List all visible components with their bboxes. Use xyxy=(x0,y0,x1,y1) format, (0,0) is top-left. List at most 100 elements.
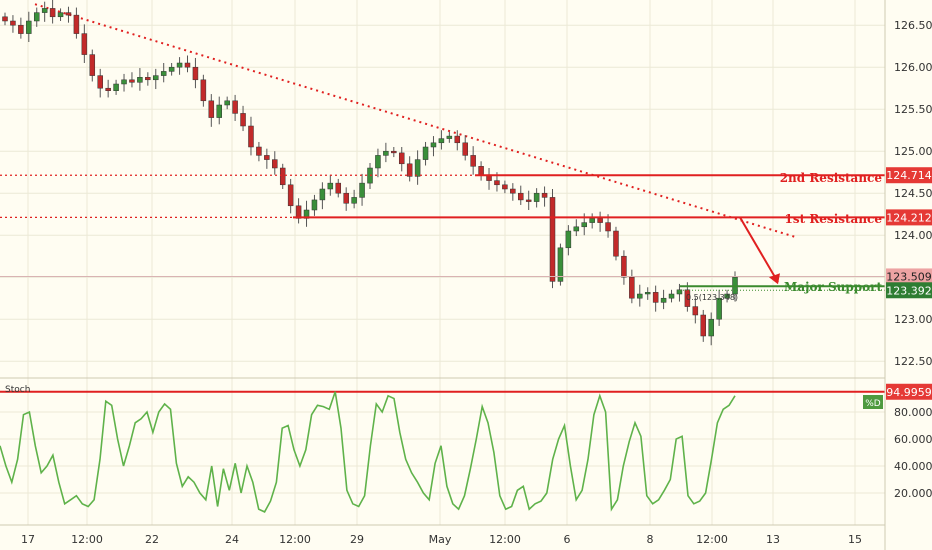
candle-body xyxy=(200,79,207,102)
candle-body xyxy=(121,79,127,85)
candle-body xyxy=(343,192,349,204)
label-major-support: Major Support xyxy=(784,280,882,294)
x-tick-label: 8 xyxy=(647,533,654,546)
price-tick-label: 126.000 xyxy=(894,61,932,74)
price-tag-label: 123.392 xyxy=(886,284,932,297)
x-tick-label: 12:00 xyxy=(489,533,521,546)
candle-body xyxy=(684,289,691,307)
candle-body xyxy=(573,226,580,232)
candle-body xyxy=(676,289,683,295)
candle-body xyxy=(700,314,707,337)
candle-body xyxy=(160,71,167,76)
stoch-title: Stoch xyxy=(5,385,30,395)
price-tick-label: 125.000 xyxy=(894,145,932,158)
candle-body xyxy=(232,100,238,114)
x-tick-label: 15 xyxy=(848,533,862,546)
candle-body xyxy=(145,77,151,81)
candle-body xyxy=(462,142,468,156)
candle-body xyxy=(637,293,643,299)
candle-body xyxy=(398,152,405,165)
x-tick-label: 29 xyxy=(350,533,364,546)
price-tick-label: 124.000 xyxy=(894,229,932,242)
candle-body xyxy=(430,142,437,148)
x-tick-label: 12:00 xyxy=(279,533,311,546)
candle-body xyxy=(652,292,659,303)
candle-body xyxy=(224,100,230,106)
candle-body xyxy=(470,155,476,167)
candle-body xyxy=(525,199,532,202)
candle-body xyxy=(319,188,326,201)
candle-body xyxy=(153,75,159,81)
candle-body xyxy=(613,230,619,257)
candle-body xyxy=(176,62,183,68)
candle-body xyxy=(240,113,246,127)
candle-body xyxy=(541,192,548,198)
candle-body xyxy=(391,150,397,154)
candle-body xyxy=(303,209,310,219)
candle-body xyxy=(383,150,389,156)
candle-body xyxy=(414,159,421,177)
candle-body xyxy=(660,297,667,303)
candle-body xyxy=(264,155,270,160)
candle-body xyxy=(113,83,119,91)
stoch-tick-label: 80.0000 xyxy=(894,406,932,419)
candle-body xyxy=(184,62,191,68)
candle-body xyxy=(216,104,222,118)
stoch-legend-label: %D xyxy=(865,399,881,409)
candle-body xyxy=(557,247,564,282)
price-tag-box xyxy=(886,268,932,285)
candle-body xyxy=(18,24,24,34)
candle-body xyxy=(192,66,199,81)
projection-arrow-head xyxy=(769,273,780,285)
price-tick-label: 124.500 xyxy=(894,187,932,200)
candle-body xyxy=(89,54,96,76)
stoch-tag-box xyxy=(886,383,932,400)
price-tag-label: 124.212 xyxy=(886,211,932,224)
price-tag-box xyxy=(886,209,932,226)
candle-body xyxy=(422,146,429,160)
candle-body xyxy=(438,138,445,144)
candle-body xyxy=(129,79,135,83)
candle-body xyxy=(589,218,595,223)
candle-body xyxy=(478,166,484,175)
stoch-line xyxy=(0,391,736,513)
candle-body xyxy=(33,12,40,22)
price-tag-label: 123.509 xyxy=(886,270,932,283)
candle-body xyxy=(10,20,16,26)
candle-body xyxy=(494,180,500,186)
price-tick-label: 126.500 xyxy=(894,19,932,32)
trend-layer xyxy=(34,3,796,238)
x-tick-label: 13 xyxy=(766,533,780,546)
candle-body xyxy=(272,159,278,169)
candle-body xyxy=(597,218,603,223)
candle-body xyxy=(295,205,302,219)
price-tag-box xyxy=(886,282,932,299)
candle-body xyxy=(533,192,540,202)
stoch-tick-label: 60.0000 xyxy=(894,433,932,446)
candle-layer xyxy=(2,0,738,346)
candle-body xyxy=(41,8,48,13)
projection-arrow-line xyxy=(739,216,779,283)
candle-body xyxy=(2,16,8,22)
label-2nd-resistance: 2nd Resistance xyxy=(780,171,883,185)
label-fib-level: 0.5(123.348) xyxy=(686,293,738,302)
candle-body xyxy=(629,276,635,299)
candle-body xyxy=(335,182,342,194)
candle-body xyxy=(668,293,675,299)
stoch-tick-label: 40.0000 xyxy=(894,460,932,473)
candle-body xyxy=(49,8,56,18)
stoch-tag-label: 94.9959 xyxy=(886,386,932,399)
x-tick-label: 24 xyxy=(225,533,239,546)
downtrend-line xyxy=(34,3,796,238)
candle-body xyxy=(692,306,699,316)
candle-body xyxy=(510,188,516,194)
candle-body xyxy=(168,66,175,72)
candle-body xyxy=(279,167,286,186)
candle-body xyxy=(208,100,215,118)
candle-body xyxy=(724,293,730,299)
x-tick-label: May xyxy=(429,533,452,546)
candle-body xyxy=(248,125,254,148)
